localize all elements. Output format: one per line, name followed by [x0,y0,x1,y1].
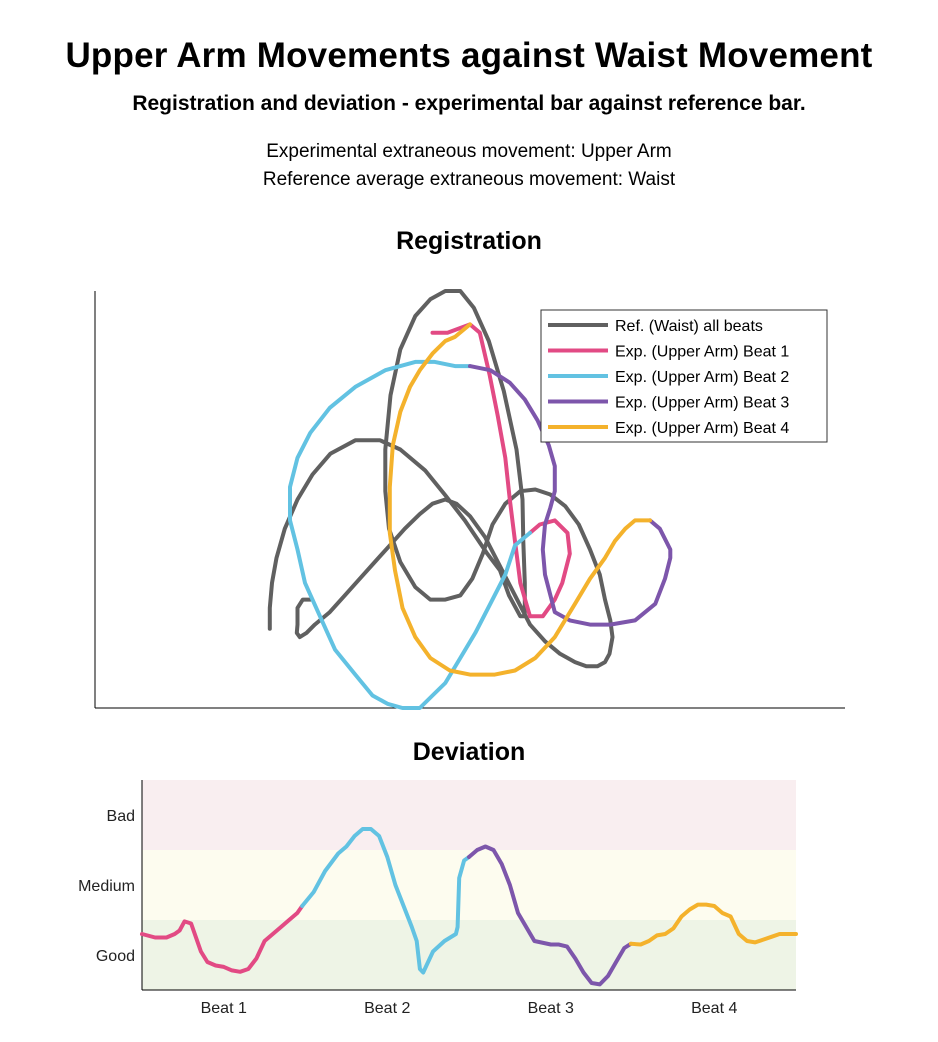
x-tick-label: Beat 1 [201,1000,247,1017]
beat-2-series-line [290,362,530,708]
good-band [142,920,796,990]
x-tick-label: Beat 4 [691,1000,737,1017]
bad-band [142,780,796,850]
x-tick-label: Beat 3 [528,1000,574,1017]
y-tick-label: Medium [78,878,135,895]
legend-label: Exp. (Upper Arm) Beat 1 [615,344,789,361]
legend-label: Ref. (Waist) all beats [615,318,763,335]
legend-label: Exp. (Upper Arm) Beat 3 [615,395,789,412]
y-tick-label: Bad [107,808,135,825]
legend-label: Exp. (Upper Arm) Beat 4 [615,420,789,437]
x-tick-label: Beat 2 [364,1000,410,1017]
y-tick-label: Good [96,948,135,965]
medium-band [142,850,796,920]
legend-label: Exp. (Upper Arm) Beat 2 [615,369,789,386]
